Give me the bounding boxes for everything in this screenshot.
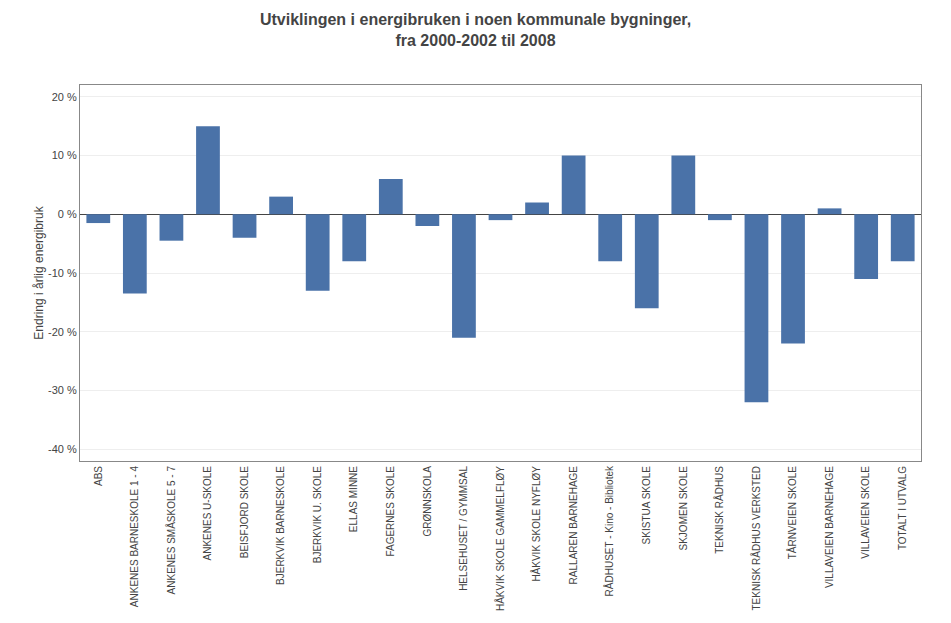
svg-text:10 %: 10 %	[52, 149, 77, 161]
svg-text:ANKENES U-SKOLE: ANKENES U-SKOLE	[202, 466, 213, 561]
svg-text:Utviklingen i energibruken i n: Utviklingen i energibruken i noen kommun…	[260, 11, 691, 49]
svg-text:TÅRNVEIEN SKOLE: TÅRNVEIEN SKOLE	[786, 466, 798, 560]
svg-text:-10 %: -10 %	[48, 267, 77, 279]
svg-text:SKISTUA SKOLE: SKISTUA SKOLE	[641, 466, 652, 545]
svg-text:ABS: ABS	[93, 466, 104, 486]
svg-text:FAGERNES SKOLE: FAGERNES SKOLE	[385, 466, 396, 557]
svg-text:SKJOMEN SKOLE: SKJOMEN SKOLE	[678, 466, 689, 551]
svg-text:VILLAVEIEN SKOLE: VILLAVEIEN SKOLE	[860, 466, 871, 559]
svg-text:-40 %: -40 %	[48, 443, 77, 455]
svg-text:Endring i årlig energibruk: Endring i årlig energibruk	[32, 205, 46, 339]
svg-text:RÅDHUSET - Kino - Bibliotek: RÅDHUSET - Kino - Bibliotek	[603, 465, 615, 596]
svg-text:BJERKVIK BARNESKOLE: BJERKVIK BARNESKOLE	[275, 466, 286, 585]
svg-text:ELLAS MINNE: ELLAS MINNE	[348, 466, 359, 532]
svg-text:HÅKVIK SKOLE GAMMELFLØY: HÅKVIK SKOLE GAMMELFLØY	[494, 466, 506, 611]
svg-text:GRØNNSKOLA: GRØNNSKOLA	[422, 466, 433, 537]
svg-text:HELSEHUSET / GYMMSAL: HELSEHUSET / GYMMSAL	[458, 466, 469, 591]
svg-text:HÅKVIK SKOLE NYFLØY: HÅKVIK SKOLE NYFLØY	[530, 466, 542, 582]
svg-text:VILLAVEIEN BARNEHAGE: VILLAVEIEN BARNEHAGE	[824, 466, 835, 588]
svg-text:RALLAREN BARNEHAGE: RALLAREN BARNEHAGE	[568, 466, 579, 585]
svg-text:ANKENES SMÅSKOLE 5 - 7: ANKENES SMÅSKOLE 5 - 7	[165, 466, 177, 595]
svg-text:-30 %: -30 %	[48, 384, 77, 396]
svg-text:TOTALT I UTVALG: TOTALT I UTVALG	[897, 466, 908, 550]
svg-text:-20 %: -20 %	[48, 326, 77, 338]
svg-text:20 %: 20 %	[52, 91, 77, 103]
svg-text:0 %: 0 %	[58, 208, 77, 220]
svg-text:TEKNISK RÅDHUS: TEKNISK RÅDHUS	[713, 466, 725, 554]
svg-text:BJERKVIK U. SKOLE: BJERKVIK U. SKOLE	[312, 466, 323, 564]
svg-text:BEISFJORD SKOLE: BEISFJORD SKOLE	[239, 466, 250, 559]
svg-text:ANKENES BARNESKOLE 1 - 4: ANKENES BARNESKOLE 1 - 4	[129, 466, 140, 608]
svg-text:TEKNISK RÅDHUS VERKSTED: TEKNISK RÅDHUS VERKSTED	[750, 466, 762, 610]
